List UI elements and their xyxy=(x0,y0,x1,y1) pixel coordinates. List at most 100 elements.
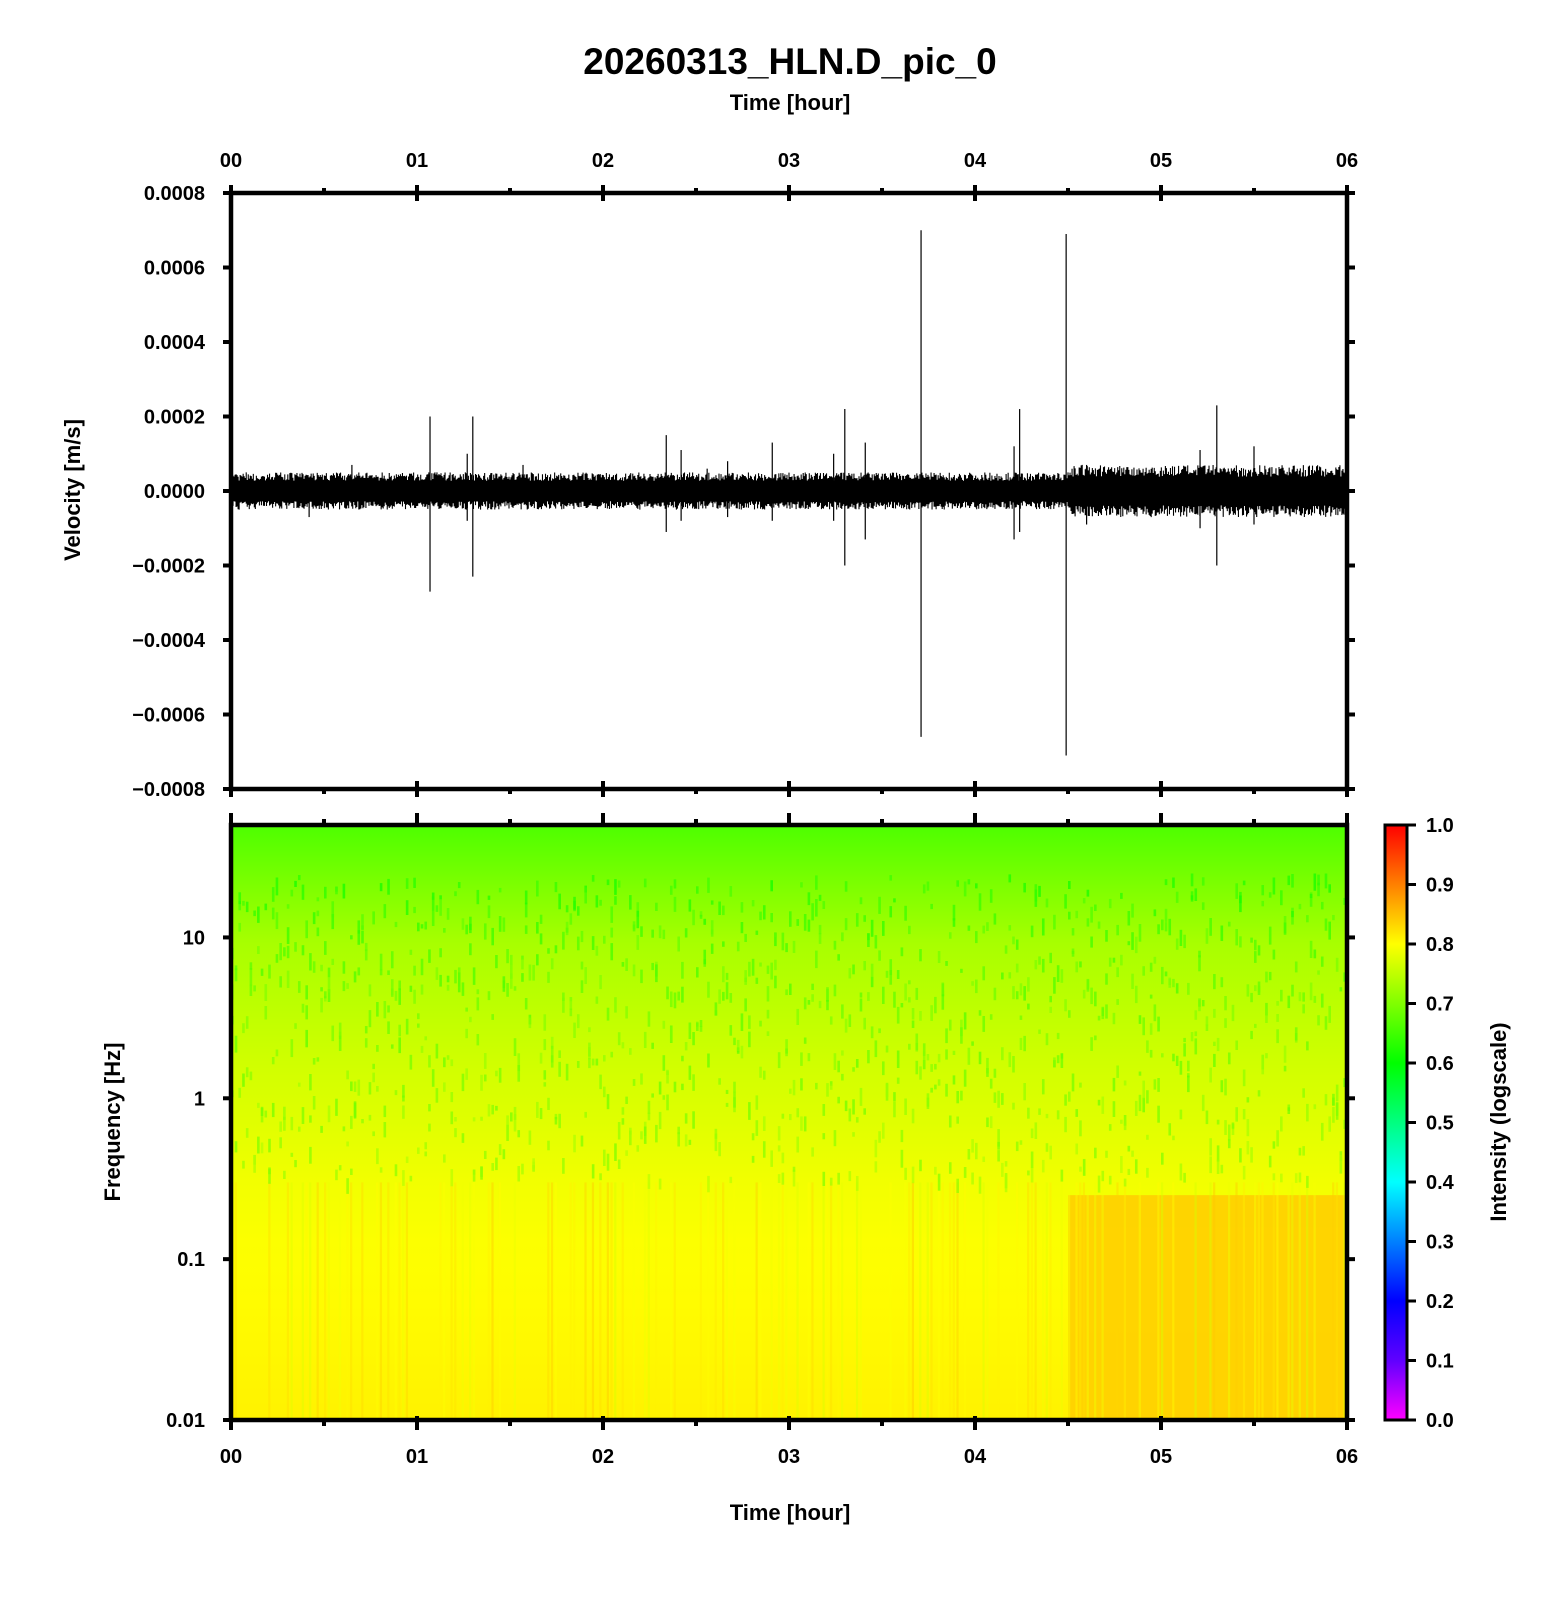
spectrogram-speckle xyxy=(450,1169,454,1187)
spectrogram-speckle xyxy=(1015,939,1019,950)
spectrogram-speckle xyxy=(1094,1147,1097,1159)
spectrogram-speckle xyxy=(1116,924,1119,936)
spectrogram-speckle xyxy=(290,1152,294,1157)
spectrogram-column xyxy=(796,1182,799,1420)
spectrogram-speckle xyxy=(1213,1041,1216,1046)
spectrogram-speckle xyxy=(1142,1080,1145,1099)
spectrogram-speckle xyxy=(450,1092,454,1103)
spectrogram-speckle xyxy=(755,1120,759,1136)
spectrogram-speckle xyxy=(1235,1107,1238,1122)
spectrogram-speckle xyxy=(483,1074,487,1082)
spectrogram-speckle xyxy=(275,912,279,930)
spectrogram-column xyxy=(234,1182,237,1420)
spectrogram-speckle xyxy=(283,1106,286,1120)
spectrogram-speckle xyxy=(286,904,290,909)
spectrogram-speckle xyxy=(554,945,558,954)
spectrogram-speckle xyxy=(997,1150,1000,1162)
spectrogram-speckle xyxy=(844,1100,848,1112)
spectrogram-speckle xyxy=(1131,973,1134,989)
spectrogram-column xyxy=(324,1182,327,1420)
spectrogram-speckle xyxy=(971,981,974,986)
spectrogram-speckle xyxy=(301,1107,305,1124)
spectrogram-speckle xyxy=(848,1014,852,1027)
spectrogram-speckle xyxy=(1335,1084,1339,1102)
spectrogram-column xyxy=(1227,1182,1231,1420)
spectrogram-speckle xyxy=(855,913,859,927)
spectrogram-speckle xyxy=(725,1089,729,1094)
spectrogram-speckle xyxy=(576,1014,580,1029)
spectrogram-speckle xyxy=(789,911,792,927)
spectrogram-speckle xyxy=(911,1008,915,1020)
spectrogram-speckle xyxy=(919,1159,922,1172)
spectrogram-column xyxy=(781,1182,784,1420)
spectrogram-speckle xyxy=(443,928,446,933)
spectrogram-speckle xyxy=(1216,1119,1220,1125)
spectrogram-speckle xyxy=(390,951,394,969)
spectrogram-speckle xyxy=(766,965,770,974)
spectrogram-speckle xyxy=(729,1025,733,1036)
spectrogram-speckle xyxy=(1213,1008,1216,1018)
spectrogram-speckle xyxy=(1146,1040,1149,1053)
spectrogram-speckle xyxy=(1060,1169,1064,1182)
spectrogram-speckle xyxy=(751,958,755,976)
spectrogram-speckle xyxy=(1060,1053,1064,1068)
spectrogram-speckle xyxy=(796,1108,800,1118)
spectrogram-speckle xyxy=(368,1082,372,1095)
spectrogram-speckle xyxy=(420,924,424,929)
spectrogram-speckle xyxy=(502,976,506,992)
spectrogram-speckle xyxy=(353,1101,357,1118)
spectrogram-speckle xyxy=(1149,1023,1153,1035)
spectrogram-speckle xyxy=(725,982,729,1000)
spectrogram-speckle xyxy=(1138,924,1142,942)
spectrogram-speckle xyxy=(506,983,509,997)
spectrogram-speckle xyxy=(569,1008,573,1017)
spectrogram-speckle xyxy=(506,1124,509,1141)
spectrogram-speckle xyxy=(948,932,952,939)
spectrogram-column xyxy=(785,1182,788,1420)
spectrogram-speckle xyxy=(684,1113,688,1124)
spectrogram-column xyxy=(1306,1182,1309,1420)
spectrogram-column xyxy=(301,1182,304,1420)
spectrogram-column xyxy=(1335,1182,1339,1420)
spectrogram-speckle xyxy=(428,1123,431,1132)
spectrogram-column xyxy=(807,1182,810,1420)
spectrogram-speckle xyxy=(1194,1031,1198,1037)
spectrogram-speckle xyxy=(878,1131,881,1143)
spectrogram-speckle xyxy=(855,1117,859,1123)
spectrogram-speckle xyxy=(591,1058,595,1066)
spectrogram-speckle xyxy=(1187,1060,1190,1072)
spectrogram-speckle xyxy=(253,1154,256,1173)
spectrogram-speckle xyxy=(1038,1108,1041,1115)
spectrogram-speckle xyxy=(524,998,528,1010)
spectrogram-column xyxy=(454,1182,457,1420)
spectrogram-speckle xyxy=(651,1093,654,1098)
spectrogram-speckle xyxy=(271,887,275,902)
spectrogram-speckle xyxy=(725,972,729,980)
spectrogram-speckle xyxy=(934,1084,937,1090)
spectrogram-speckle xyxy=(1041,1079,1045,1095)
spectrogram-speckle xyxy=(1201,902,1205,910)
spectrogram-speckle xyxy=(1134,936,1138,954)
spectrogram-speckle xyxy=(294,942,297,952)
spectrogram-speckle xyxy=(1034,960,1038,970)
spectrogram-column xyxy=(755,1182,758,1420)
spectrogram-speckle xyxy=(1071,928,1075,936)
spectrogram-speckle xyxy=(305,920,308,939)
spectrogram-speckle xyxy=(692,909,695,926)
spectrogram-speckle xyxy=(762,1070,766,1080)
spectrogram-speckle xyxy=(975,883,978,889)
spectrogram-speckle xyxy=(1335,957,1339,972)
spectrogram-speckle xyxy=(982,1156,986,1162)
spectrogram-speckle xyxy=(796,1136,800,1153)
spectrogram-speckle xyxy=(852,1067,855,1072)
spectrogram-speckle xyxy=(1224,996,1227,1011)
spectrogram-speckle xyxy=(1027,1170,1030,1176)
spectrogram-speckle xyxy=(1012,1102,1015,1110)
spectrogram-speckle xyxy=(368,1114,372,1121)
spectrogram-speckle xyxy=(379,953,383,971)
spectrogram-speckle xyxy=(844,1018,848,1033)
spectrogram-speckle xyxy=(636,935,640,950)
spectrogram-speckle xyxy=(759,962,762,967)
spectrogram-speckle xyxy=(911,1108,915,1124)
spectrogram-speckle xyxy=(435,967,439,980)
